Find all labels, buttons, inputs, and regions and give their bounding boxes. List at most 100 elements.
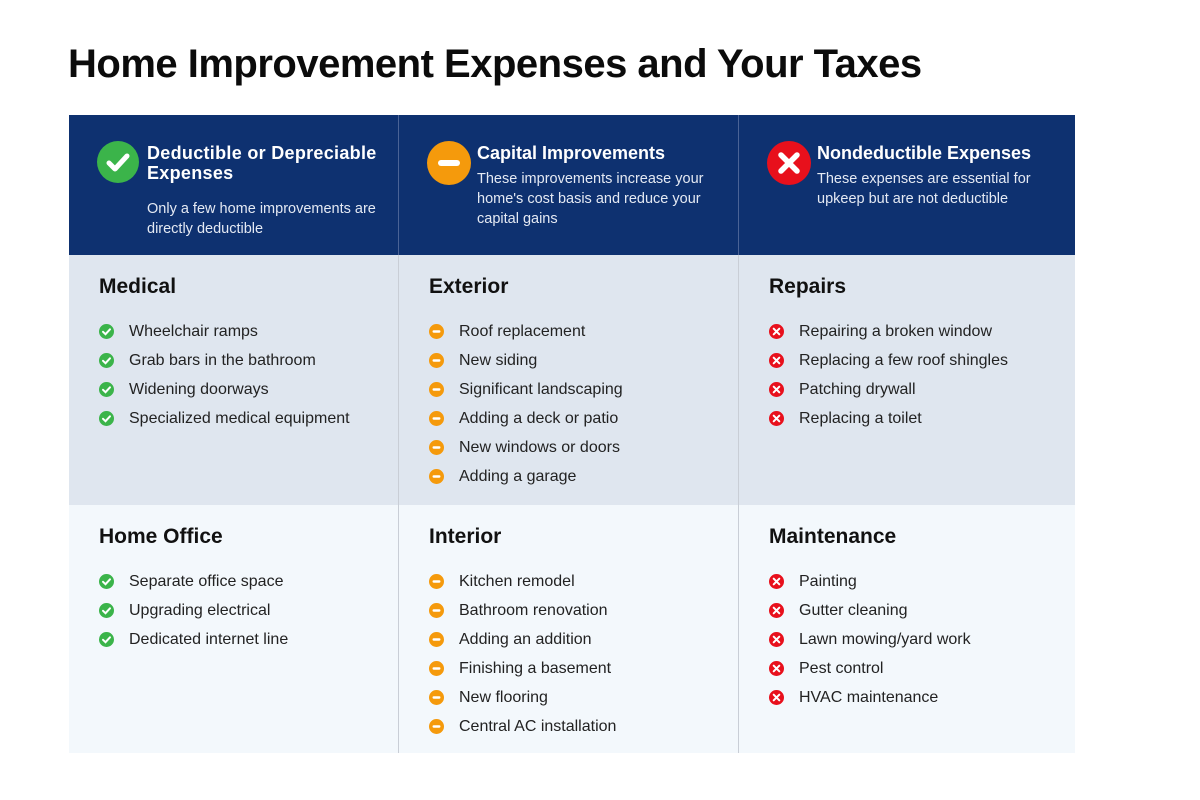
- x-circle-icon: [769, 574, 784, 589]
- item-list: Wheelchair ramps Grab bars in the bathroo…: [99, 317, 398, 433]
- category-cell: Medical Wheelchair ramps Grab bars in the…: [69, 255, 398, 505]
- minus-circle-icon: [429, 353, 444, 368]
- item-list: Roof replacement New siding Significant la…: [429, 317, 738, 491]
- list-item: Adding a deck or patio: [429, 404, 738, 433]
- item-list: Separate office space Upgrading electrica…: [99, 567, 398, 654]
- list-item: New windows or doors: [429, 433, 738, 462]
- item-label: Upgrading electrical: [129, 601, 271, 619]
- category-cell: Interior Kitchen remodel Bathroom renovat…: [398, 505, 738, 753]
- category-title: Home Office: [99, 525, 223, 548]
- item-label: Central AC installation: [459, 717, 617, 735]
- check-circle-icon: [99, 574, 114, 589]
- list-item: New siding: [429, 346, 738, 375]
- column-header: Deductible or Depreciable Expenses Only …: [69, 115, 398, 255]
- list-item: Grab bars in the bathroom: [99, 346, 398, 375]
- check-circle-icon: [99, 324, 114, 339]
- item-label: Adding a garage: [459, 467, 577, 485]
- item-label: Roof replacement: [459, 322, 586, 340]
- item-list: Repairing a broken window Replacing a few…: [769, 317, 1075, 433]
- minus-circle-icon: [429, 324, 444, 339]
- list-item: HVAC maintenance: [769, 683, 1075, 712]
- item-label: Painting: [799, 572, 857, 590]
- x-circle-icon: [769, 324, 784, 339]
- category-title: Maintenance: [769, 525, 897, 548]
- list-item: Adding a garage: [429, 462, 738, 491]
- list-item: Lawn mowing/yard work: [769, 625, 1075, 654]
- list-item: Replacing a toilet: [769, 404, 1075, 433]
- item-label: Adding a deck or patio: [459, 409, 619, 427]
- check-circle-icon: [99, 353, 114, 368]
- minus-circle-icon: [429, 603, 444, 618]
- item-label: Bathroom renovation: [459, 601, 608, 619]
- list-item: Widening doorways: [99, 375, 398, 404]
- list-item: Upgrading electrical: [99, 596, 398, 625]
- list-item: Kitchen remodel: [429, 567, 738, 596]
- list-item: Adding an addition: [429, 625, 738, 654]
- category-title: Interior: [429, 525, 502, 548]
- category-cell: Home Office Separate office space Upgradi…: [69, 505, 398, 753]
- item-label: New flooring: [459, 688, 548, 706]
- x-circle-icon: [769, 632, 784, 647]
- category-cell: Maintenance Painting Gutter cleaning Lawn …: [738, 505, 1075, 753]
- item-label: Repairing a broken window: [799, 322, 992, 340]
- list-item: Pest control: [769, 654, 1075, 683]
- x-circle-icon: [769, 690, 784, 705]
- column-description: Only a few home improvements are directl…: [147, 201, 376, 237]
- check-circle-icon: [99, 382, 114, 397]
- x-circle-icon: [769, 411, 784, 426]
- list-item: Painting: [769, 567, 1075, 596]
- item-list: Painting Gutter cleaning Lawn mowing/yard …: [769, 567, 1075, 712]
- item-label: Lawn mowing/yard work: [799, 630, 971, 648]
- column-header: Nondeductible Expenses These expenses ar…: [738, 115, 1075, 255]
- x-circle-icon: [769, 603, 784, 618]
- minus-circle-icon: [429, 661, 444, 676]
- list-item: Repairing a broken window: [769, 317, 1075, 346]
- x-circle-icon: [769, 661, 784, 676]
- item-label: Patching drywall: [799, 380, 916, 398]
- x-circle-icon: [769, 382, 784, 397]
- check-circle-icon: [99, 632, 114, 647]
- item-label: Specialized medical equipment: [129, 409, 350, 427]
- minus-circle-icon: [429, 690, 444, 705]
- item-label: Wheelchair ramps: [129, 322, 258, 340]
- list-item: New flooring: [429, 683, 738, 712]
- item-label: Replacing a toilet: [799, 409, 922, 427]
- item-label: Significant landscaping: [459, 380, 623, 398]
- column-title: Nondeductible Expenses: [817, 143, 1032, 163]
- list-item: Significant landscaping: [429, 375, 738, 404]
- list-item: Separate office space: [99, 567, 398, 596]
- expense-table: Deductible or Depreciable Expenses Only …: [69, 115, 1075, 753]
- column-description: These expenses are essential for upkeep …: [817, 171, 1031, 207]
- category-title: Repairs: [769, 275, 847, 298]
- category-title: Exterior: [429, 275, 509, 298]
- list-item: Dedicated internet line: [99, 625, 398, 654]
- check-circle-icon: [97, 141, 139, 183]
- item-label: Widening doorways: [129, 380, 269, 398]
- item-label: Gutter cleaning: [799, 601, 908, 619]
- list-item: Wheelchair ramps: [99, 317, 398, 346]
- item-label: HVAC maintenance: [799, 688, 939, 706]
- item-label: Dedicated internet line: [129, 630, 289, 648]
- column-title: Deductible or Depreciable Expenses: [147, 143, 377, 183]
- list-item: Gutter cleaning: [769, 596, 1075, 625]
- column-title: Capital Improvements: [477, 143, 666, 163]
- minus-circle-icon: [429, 411, 444, 426]
- item-label: New windows or doors: [459, 438, 620, 456]
- minus-circle-icon: [429, 469, 444, 484]
- list-item: Central AC installation: [429, 712, 738, 741]
- item-list: Kitchen remodel Bathroom renovation Adding…: [429, 567, 738, 741]
- minus-circle-icon: [429, 719, 444, 734]
- x-circle-icon: [767, 141, 811, 185]
- category-cell: Exterior Roof replacement New siding Signi…: [398, 255, 738, 505]
- list-item: Roof replacement: [429, 317, 738, 346]
- item-label: New siding: [459, 351, 538, 369]
- item-label: Separate office space: [129, 572, 284, 590]
- list-item: Bathroom renovation: [429, 596, 738, 625]
- item-label: Kitchen remodel: [459, 572, 575, 590]
- list-item: Finishing a basement: [429, 654, 738, 683]
- category-title: Medical: [99, 275, 177, 298]
- column-header: Capital Improvements These improvements …: [398, 115, 738, 255]
- category-cell: Repairs Repairing a broken window Replaci…: [738, 255, 1075, 505]
- item-label: Finishing a basement: [459, 659, 612, 677]
- list-item: Replacing a few roof shingles: [769, 346, 1075, 375]
